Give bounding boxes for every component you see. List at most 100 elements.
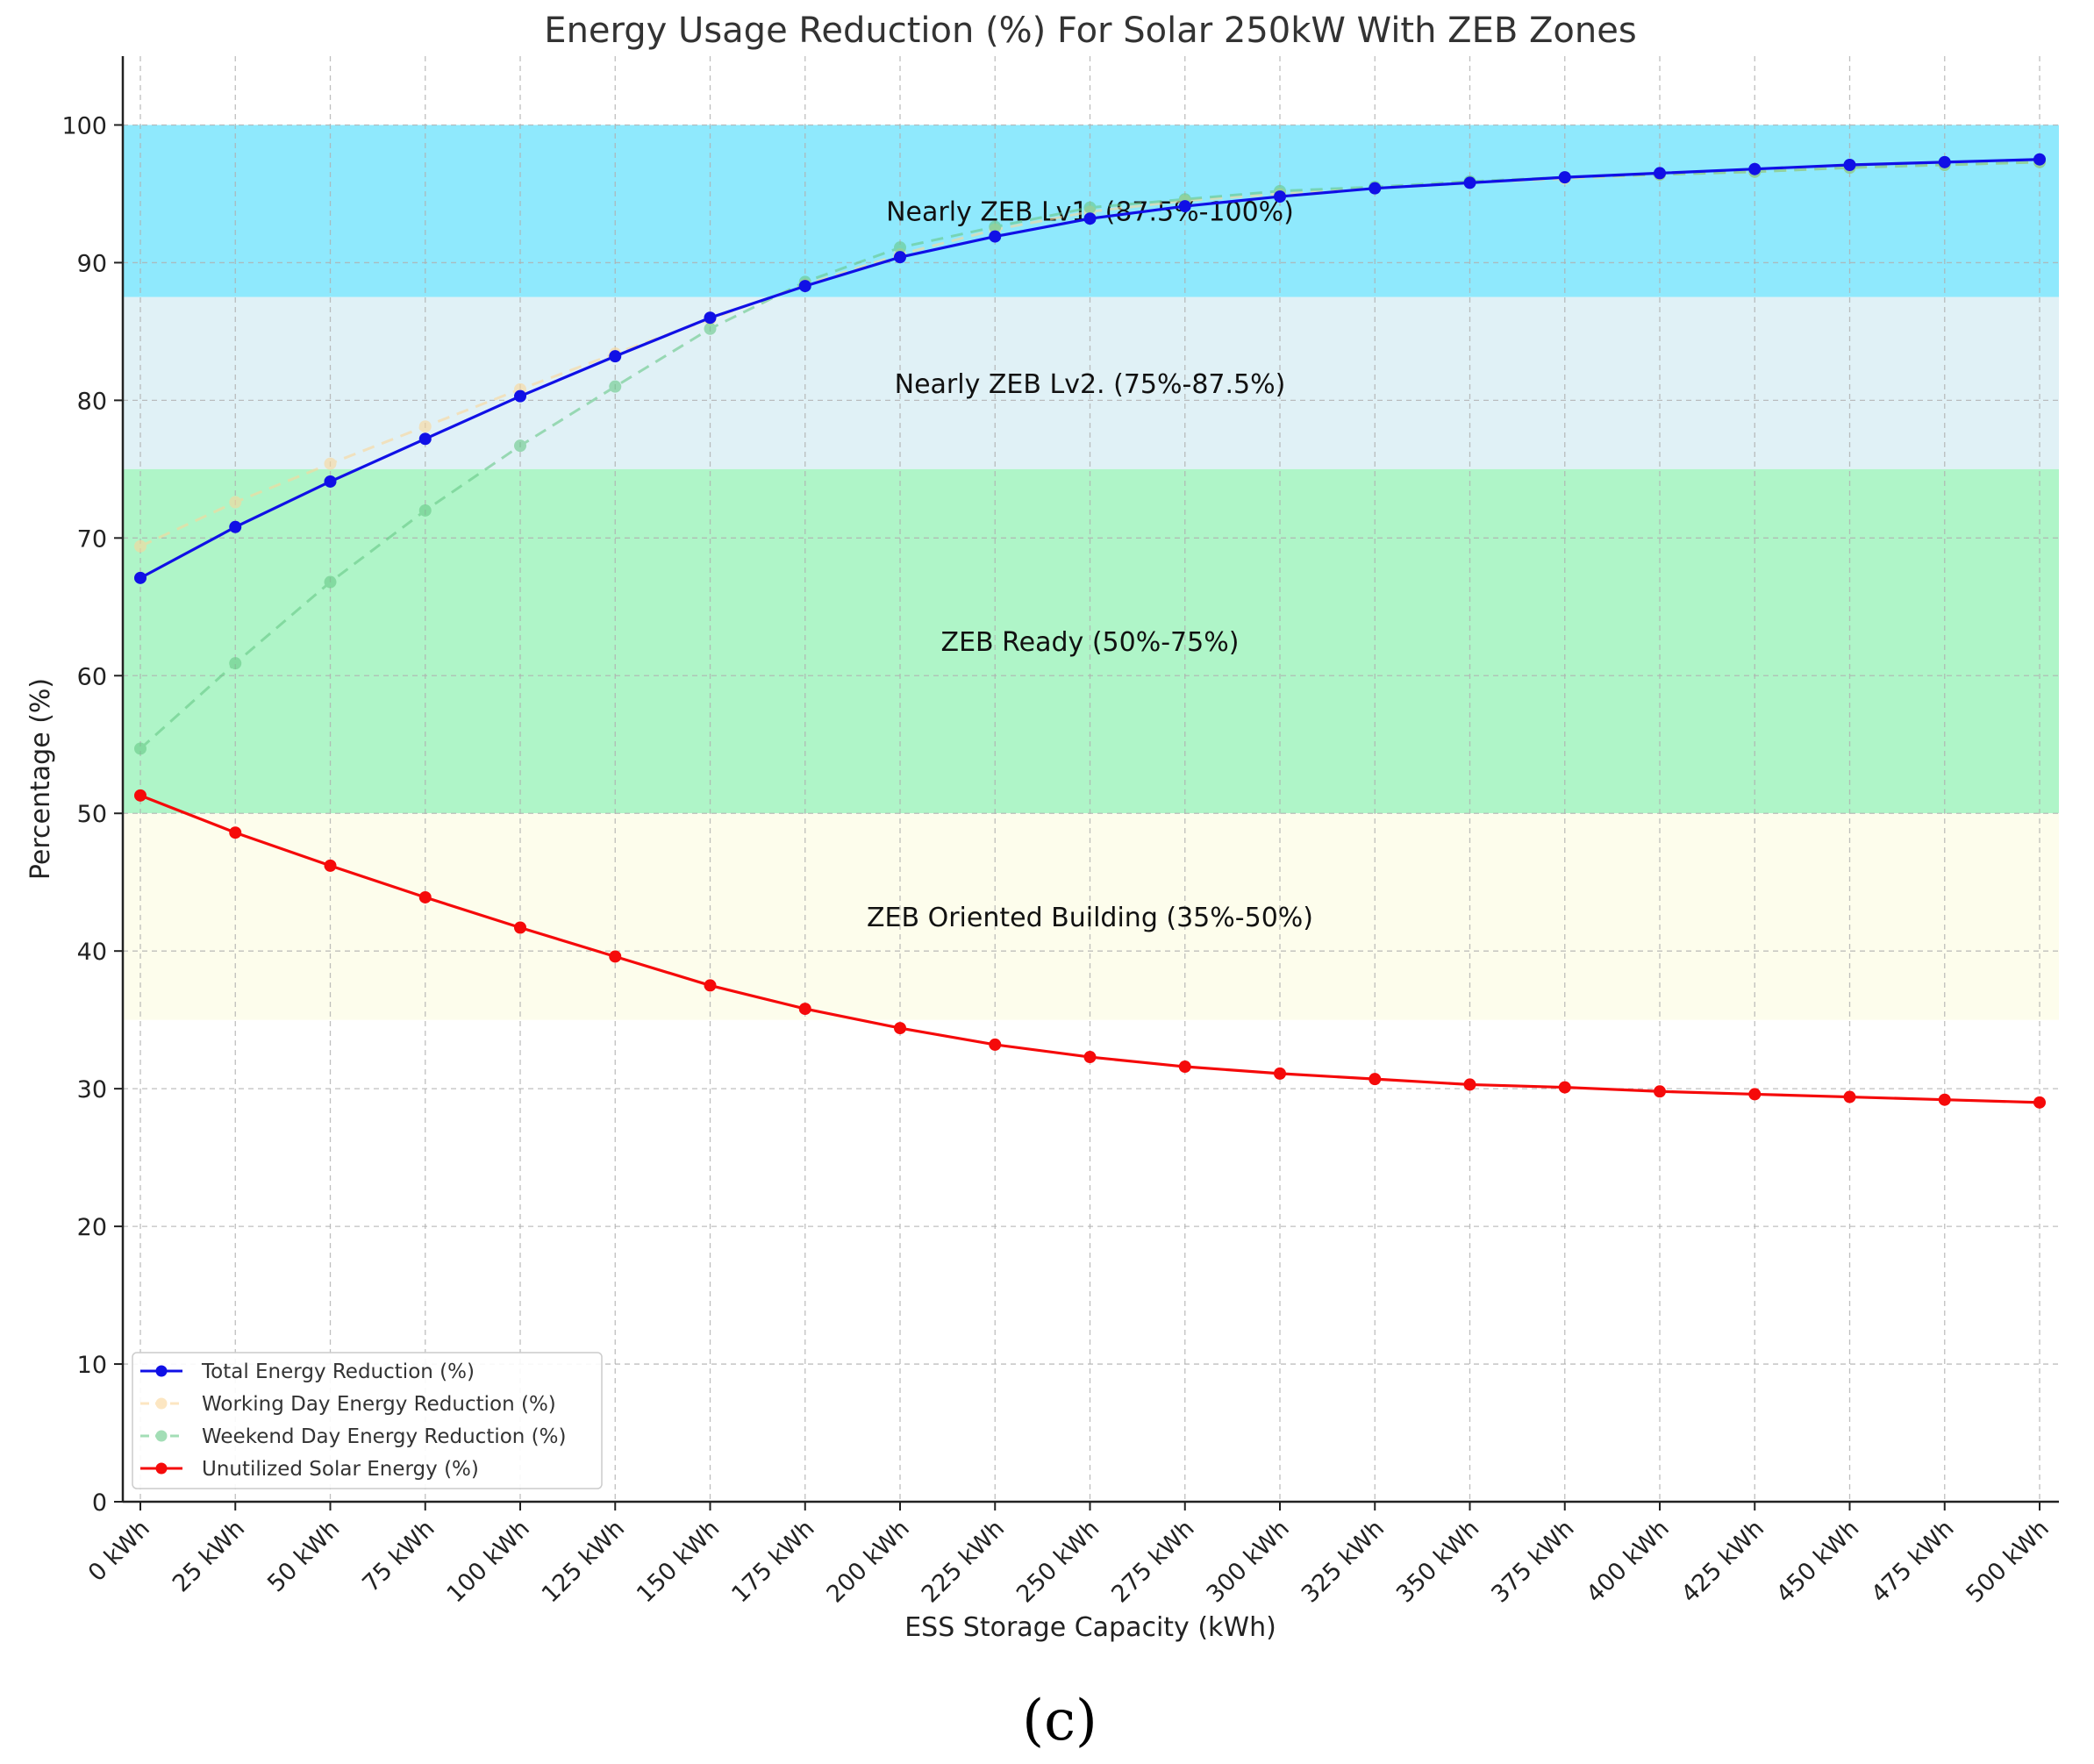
x-axis-label: ESS Storage Capacity (kWh) bbox=[904, 1612, 1276, 1643]
legend-entry bbox=[140, 1397, 182, 1410]
zone-label: ZEB Ready (50%-75%) bbox=[941, 627, 1240, 658]
x-tick-label: 450 kWh bbox=[1771, 1515, 1864, 1608]
x-tick-label: 200 kWh bbox=[821, 1515, 914, 1608]
series-layer bbox=[134, 153, 2046, 1109]
data-point bbox=[1463, 176, 1476, 189]
data-point bbox=[1369, 182, 1382, 195]
y-tick-label: 0 bbox=[92, 1489, 107, 1517]
x-ticks: 0 kWh 25 kWh 50 kWh 75 kWh 100 kWh 125 kWh 150… bbox=[83, 1502, 2055, 1608]
data-point bbox=[324, 475, 337, 488]
data-point bbox=[1558, 1081, 1571, 1094]
data-point bbox=[134, 571, 147, 584]
y-tick-label: 10 bbox=[77, 1352, 107, 1379]
legend-swatch-marker bbox=[155, 1430, 168, 1442]
data-point bbox=[514, 921, 526, 934]
data-point bbox=[514, 389, 526, 403]
legend-swatch-marker bbox=[155, 1365, 168, 1377]
data-point bbox=[418, 420, 432, 433]
legend-label: Total Energy Reduction (%) bbox=[201, 1360, 475, 1383]
data-point bbox=[704, 311, 717, 325]
series-2 bbox=[134, 153, 2046, 584]
x-tick-label: 175 kWh bbox=[726, 1515, 819, 1608]
legend-label: Weekend Day Energy Reduction (%) bbox=[202, 1425, 566, 1448]
grid-layer bbox=[123, 56, 2059, 1502]
legend-swatch-marker bbox=[155, 1397, 168, 1410]
zone-band bbox=[123, 468, 2059, 814]
legend-label: Unutilized Solar Energy (%) bbox=[202, 1458, 479, 1481]
data-point bbox=[1558, 171, 1571, 184]
y-tick-label: 90 bbox=[77, 250, 107, 277]
data-point bbox=[609, 380, 622, 393]
data-point bbox=[609, 350, 622, 363]
chart-title: Energy Usage Reduction (%) For Solar 250… bbox=[544, 11, 1636, 51]
data-point bbox=[798, 1003, 811, 1016]
zone-label: ZEB Oriented Building (35%-50%) bbox=[867, 903, 1313, 933]
data-point bbox=[1938, 155, 1951, 168]
x-tick-label: 500 kWh bbox=[1961, 1515, 2054, 1608]
zone-label: Nearly ZEB Lv2. (75%-87.5%) bbox=[895, 369, 1286, 400]
data-point bbox=[1463, 1078, 1476, 1091]
x-tick-label: 125 kWh bbox=[537, 1515, 630, 1608]
data-point bbox=[798, 280, 811, 293]
data-point bbox=[1843, 1090, 1856, 1103]
data-point bbox=[1178, 1061, 1191, 1074]
y-tick-label: 70 bbox=[77, 525, 107, 553]
data-point bbox=[134, 742, 147, 755]
data-point bbox=[514, 439, 526, 453]
x-tick-label: 225 kWh bbox=[917, 1515, 1010, 1608]
x-tick-label: 250 kWh bbox=[1011, 1515, 1104, 1608]
x-tick-label: 25 kWh bbox=[168, 1515, 250, 1597]
x-tick-label: 400 kWh bbox=[1581, 1515, 1674, 1608]
data-point bbox=[418, 503, 432, 517]
data-point bbox=[989, 230, 1002, 243]
y-tick-label: 30 bbox=[77, 1076, 107, 1103]
zone-band bbox=[123, 813, 2059, 1020]
x-tick-label: 275 kWh bbox=[1106, 1515, 1199, 1608]
data-point bbox=[229, 496, 242, 509]
data-point bbox=[1654, 167, 1666, 180]
data-point bbox=[894, 1022, 906, 1035]
data-point bbox=[989, 220, 1002, 233]
y-tick-label: 100 bbox=[61, 112, 107, 139]
data-point bbox=[324, 859, 337, 872]
data-point bbox=[229, 657, 242, 670]
legend-swatch-marker bbox=[155, 1462, 168, 1475]
x-tick-label: 325 kWh bbox=[1297, 1515, 1390, 1608]
data-point bbox=[324, 575, 337, 589]
data-point bbox=[134, 539, 147, 553]
data-point bbox=[609, 950, 622, 963]
data-point bbox=[894, 241, 906, 254]
data-point bbox=[1083, 212, 1097, 225]
x-tick-label: 50 kWh bbox=[262, 1515, 345, 1597]
legend-entry bbox=[140, 1365, 182, 1377]
x-tick-label: 375 kWh bbox=[1486, 1515, 1579, 1608]
series-3 bbox=[134, 789, 2046, 1109]
data-point bbox=[1748, 162, 1762, 175]
y-ticks: 0 10 20 30 40 50 60 70 80 90 100 bbox=[61, 112, 123, 1517]
legend-entry bbox=[140, 1462, 182, 1475]
x-tick-label: 100 kWh bbox=[441, 1515, 534, 1608]
x-tick-label: 150 kWh bbox=[632, 1515, 725, 1608]
data-point bbox=[1654, 1085, 1666, 1098]
data-point bbox=[989, 1038, 1002, 1051]
data-point bbox=[1369, 1073, 1382, 1086]
x-tick-label: 350 kWh bbox=[1391, 1515, 1484, 1608]
legend-entry bbox=[140, 1430, 182, 1442]
x-tick-label: 475 kWh bbox=[1866, 1515, 1959, 1608]
zones-layer bbox=[123, 125, 2059, 1020]
data-point bbox=[1083, 201, 1097, 214]
data-point bbox=[418, 432, 432, 446]
y-tick-label: 60 bbox=[77, 663, 107, 690]
data-point bbox=[134, 789, 147, 802]
data-point bbox=[229, 826, 242, 839]
y-axis-label: Percentage (%) bbox=[25, 678, 56, 880]
figure-caption: (c) bbox=[1022, 1689, 1097, 1753]
y-tick-label: 80 bbox=[77, 388, 107, 415]
legend-label: Working Day Energy Reduction (%) bbox=[202, 1393, 556, 1416]
x-tick-label: 425 kWh bbox=[1676, 1515, 1769, 1608]
data-point bbox=[418, 890, 432, 903]
data-point bbox=[1083, 1051, 1097, 1064]
data-point bbox=[1938, 1093, 1951, 1106]
data-point bbox=[1748, 1088, 1762, 1101]
